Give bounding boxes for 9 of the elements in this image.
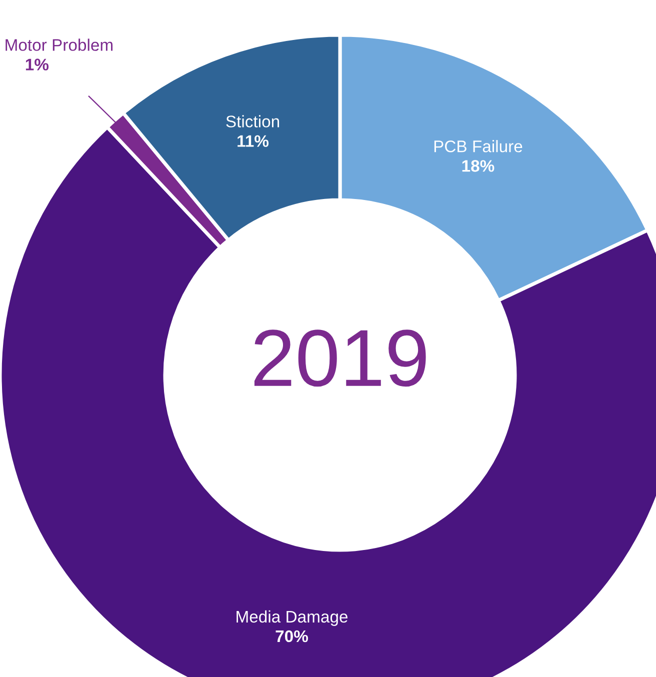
data-label: 11% <box>238 135 269 147</box>
slice-label: Media Damage <box>236 610 348 626</box>
slice-label: Motor Problem <box>6 38 112 51</box>
text: 2019 <box>254 330 426 387</box>
data-label: 70% <box>276 630 308 642</box>
data-label: 18% <box>462 160 494 172</box>
slice-label: Stiction <box>226 115 280 128</box>
data-label: 1% <box>26 58 49 70</box>
slice-label: PCB Failure <box>434 140 522 152</box>
